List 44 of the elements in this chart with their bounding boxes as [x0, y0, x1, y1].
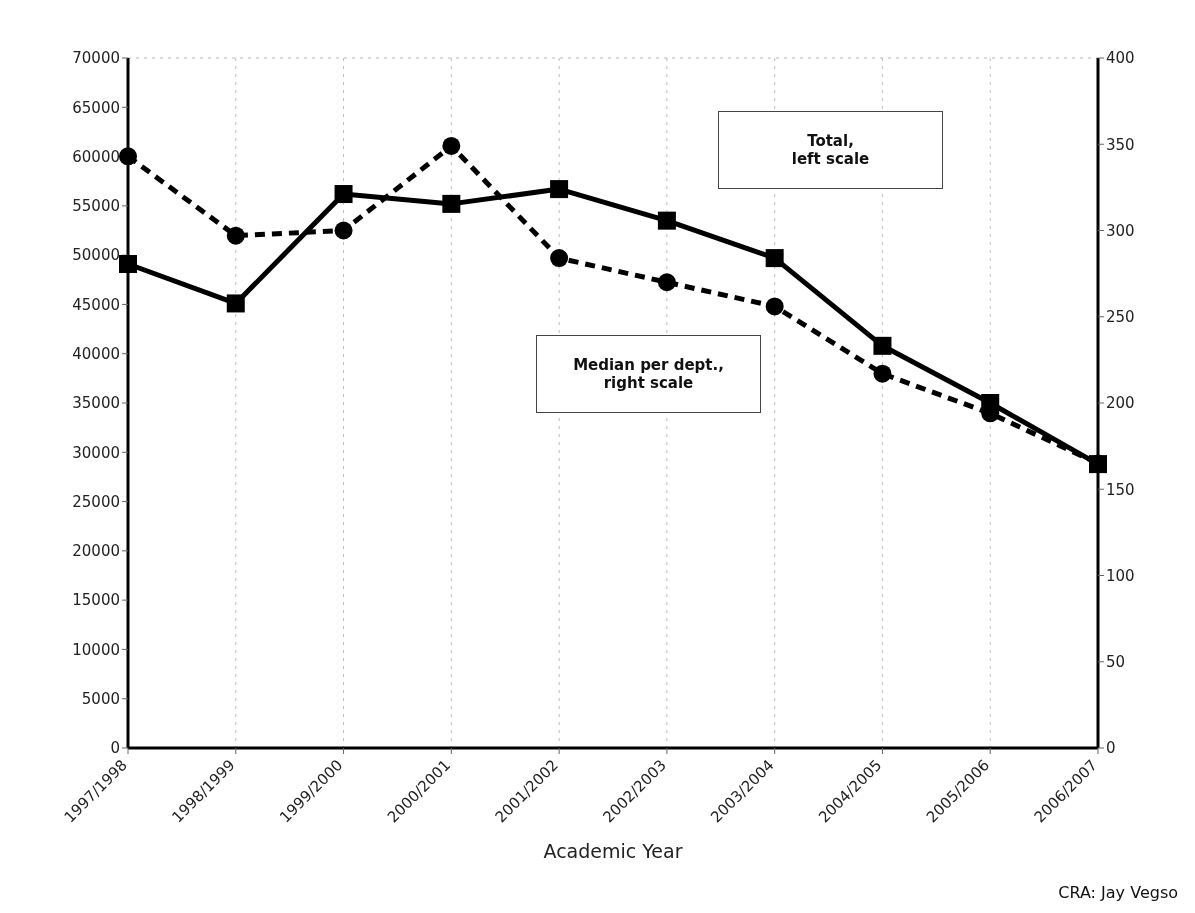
y-tick-label: 15000: [72, 591, 120, 610]
point: [550, 180, 569, 199]
note-box: Total, left scale: [718, 111, 943, 189]
point: [226, 226, 245, 245]
point: [119, 255, 137, 274]
y-tick-label: 55000: [72, 197, 120, 216]
y-tick-label: 35000: [72, 394, 120, 413]
point: [765, 249, 784, 268]
y2-tick-label: 100: [1106, 566, 1135, 585]
y-tick-label: 25000: [72, 492, 120, 511]
y2-tick-label: 200: [1106, 394, 1135, 413]
y2-tick-label: 50: [1106, 653, 1126, 672]
point: [765, 297, 784, 316]
y-tick-label: 30000: [72, 443, 120, 462]
y2-tick-label: 400: [1106, 49, 1135, 68]
point: [442, 194, 461, 213]
y2-tick-label: 150: [1106, 480, 1135, 499]
y2-tick-label: 350: [1106, 135, 1135, 154]
point: [334, 185, 353, 204]
y2-tick-label: 250: [1106, 308, 1135, 327]
note-box: Median per dept., right scale: [536, 335, 761, 413]
point: [657, 273, 676, 292]
point: [119, 147, 137, 166]
point: [550, 249, 569, 268]
source-note: CRA: Jay Vegso: [1057, 881, 1178, 904]
y-tick-label: 0: [110, 739, 120, 758]
y-tick-label: 50000: [72, 246, 120, 265]
y-tick-label: 40000: [72, 345, 120, 364]
point: [873, 364, 892, 383]
y2-tick-label: 0: [1106, 739, 1116, 758]
y-tick-label: 60000: [72, 147, 120, 166]
point: [226, 294, 245, 313]
point: [442, 136, 461, 155]
point: [334, 221, 353, 240]
y-tick-label: 65000: [72, 98, 120, 117]
y-tick-label: 45000: [72, 295, 120, 314]
y-tick-label: 20000: [72, 542, 120, 561]
point: [873, 336, 892, 355]
y-tick-label: 10000: [72, 640, 120, 659]
y2-tick-label: 300: [1106, 221, 1135, 240]
point: [657, 211, 676, 230]
y-tick-label: 5000: [81, 690, 120, 709]
y-tick-label: 70000: [72, 49, 120, 68]
x-axis-title: Academic Year: [543, 840, 683, 862]
